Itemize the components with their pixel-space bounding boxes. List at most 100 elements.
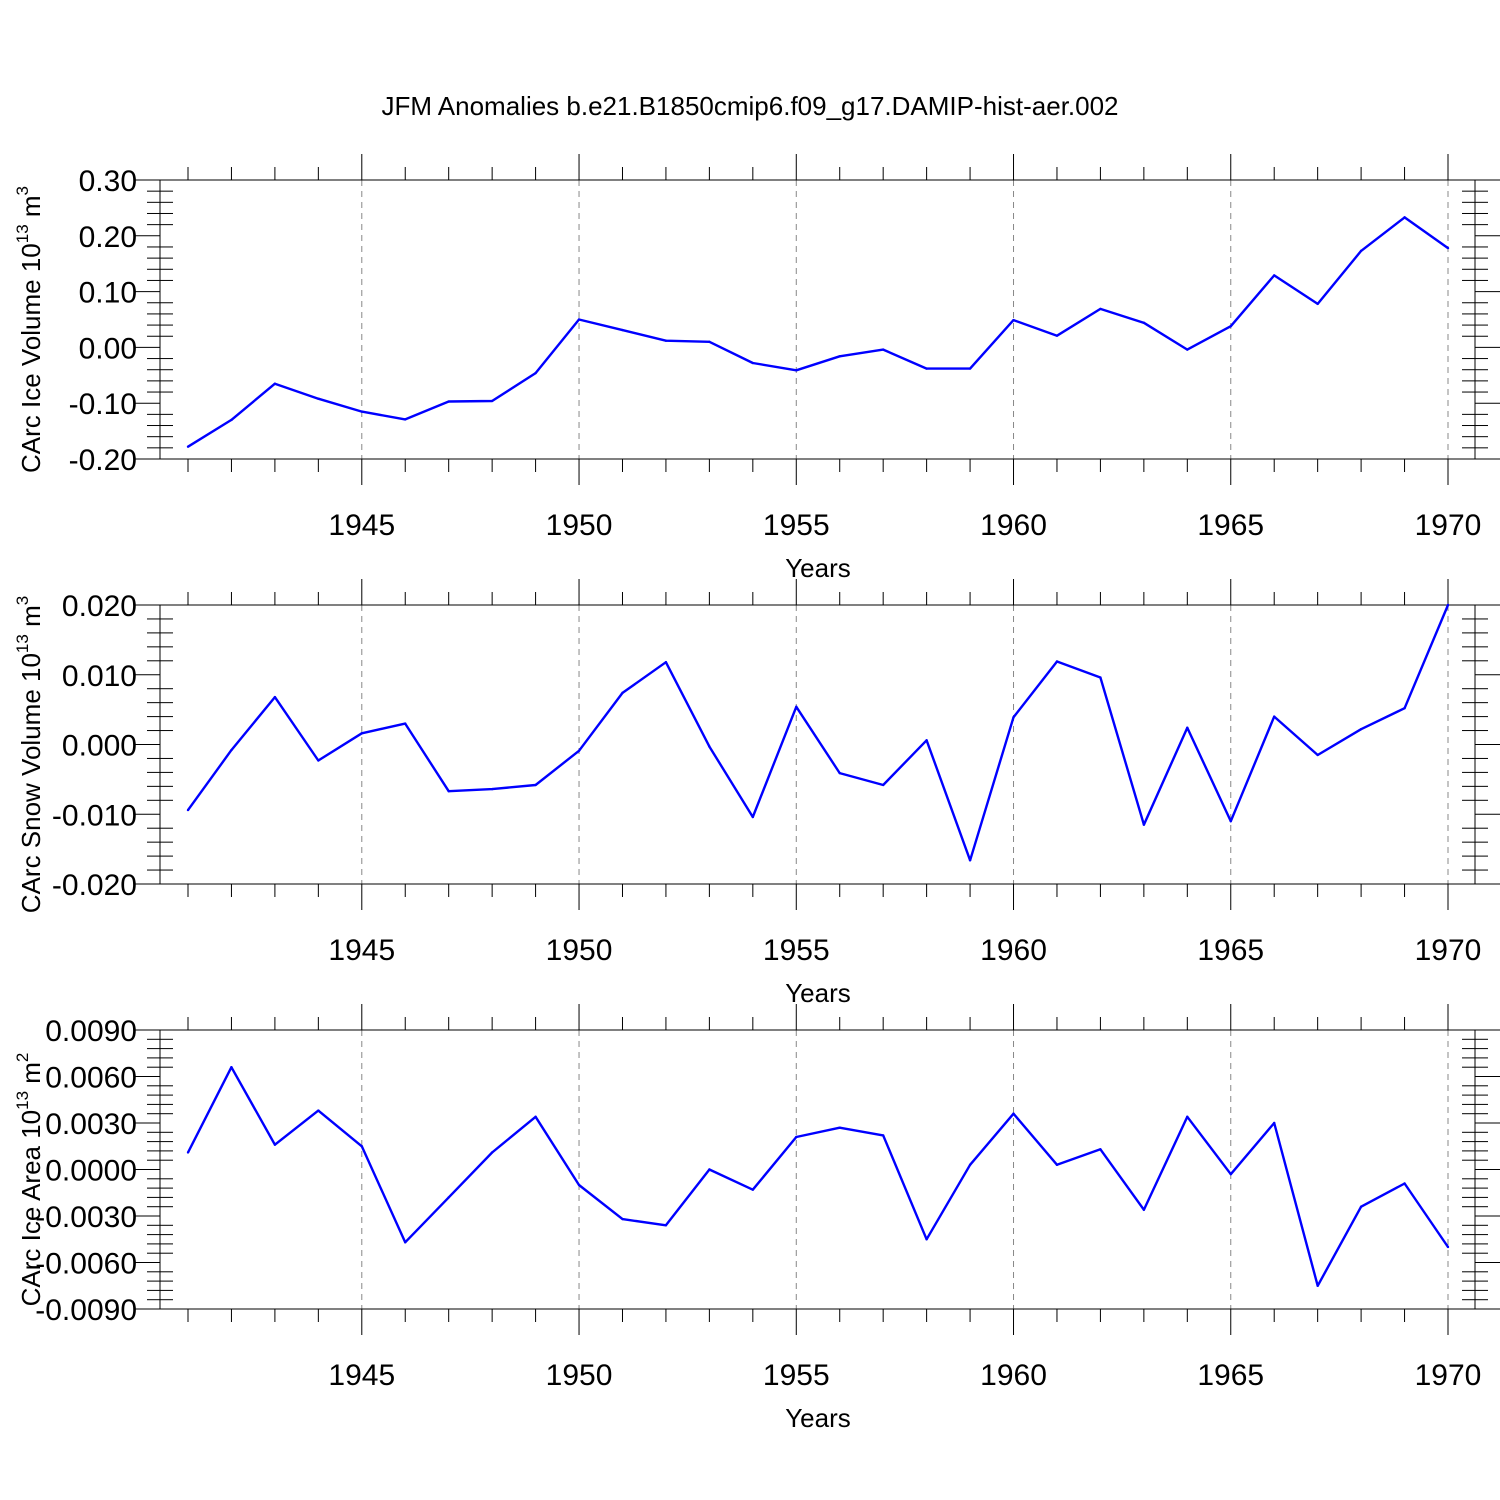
data-point-1952 xyxy=(664,1224,668,1227)
y-axis-label: CArc Ice Volume 1013 m3 xyxy=(13,186,46,473)
data-point-1962 xyxy=(1099,676,1102,679)
data-point-1964 xyxy=(1186,348,1189,351)
panel-2: -0.020 -0.010 0.000 0.010 0.020 1945 1950 1955 1… xyxy=(13,579,1500,1008)
x-tick-label: 1955 xyxy=(763,509,830,542)
data-point-1948 xyxy=(490,399,494,403)
data-point-1941 xyxy=(186,808,190,812)
data-point-1955 xyxy=(795,1135,798,1139)
data-point-1960 xyxy=(1012,716,1015,719)
data-point-1944 xyxy=(317,1109,320,1112)
x-tick-label: 1970 xyxy=(1415,934,1482,967)
x-tick-label: 1970 xyxy=(1415,509,1482,542)
y-tick-label: -0.0090 xyxy=(35,1294,137,1327)
x-tick-label: 1950 xyxy=(546,509,613,542)
data-point-1943 xyxy=(273,382,277,385)
data-point-1968 xyxy=(1359,249,1363,253)
data-point-1957 xyxy=(881,1134,885,1137)
series-line xyxy=(186,1065,1449,1288)
data-point-1957 xyxy=(881,348,885,351)
y-tick-label: -0.0030 xyxy=(35,1201,137,1234)
y-axis-label: CArc Ice Area 1013 m2 xyxy=(13,1053,46,1307)
data-point-1949 xyxy=(534,371,537,375)
y-tick-label: 0.000 xyxy=(62,730,137,763)
data-point-1961 xyxy=(1055,1163,1059,1167)
data-point-1969 xyxy=(1403,216,1406,219)
data-point-1966 xyxy=(1273,715,1276,718)
y-tick-label: -0.0060 xyxy=(35,1248,137,1281)
data-point-1948 xyxy=(490,787,494,791)
data-point-1942 xyxy=(230,1066,233,1069)
x-axis-label: Years xyxy=(785,978,851,1008)
x-tick-label: 1960 xyxy=(980,509,1047,542)
x-tick-label: 1965 xyxy=(1197,934,1264,967)
data-point-1945 xyxy=(360,1145,363,1148)
x-tick-label: 1945 xyxy=(328,934,395,967)
x-tick-label: 1950 xyxy=(546,1359,613,1392)
data-point-1956 xyxy=(838,355,841,358)
data-point-1954 xyxy=(751,1188,755,1191)
x-tick-label: 1965 xyxy=(1197,509,1264,542)
x-tick-label: 1950 xyxy=(546,934,613,967)
data-point-1953 xyxy=(708,1168,711,1171)
data-point-1951 xyxy=(621,328,624,332)
data-point-1967 xyxy=(1316,1284,1319,1287)
data-point-1950 xyxy=(577,1183,581,1187)
plot-frame xyxy=(159,1029,1476,1310)
data-point-1954 xyxy=(751,815,755,819)
data-point-1949 xyxy=(534,783,537,787)
y-tick-label: 0.0000 xyxy=(45,1155,137,1188)
data-point-1946 xyxy=(404,1241,407,1244)
data-point-1946 xyxy=(404,722,407,725)
data-point-1965 xyxy=(1229,324,1232,328)
x-tick-label: 1955 xyxy=(763,1359,830,1392)
data-point-1962 xyxy=(1099,1148,1102,1151)
y-tick-label: 0.00 xyxy=(79,332,137,365)
data-point-1960 xyxy=(1012,1112,1015,1115)
figure-title: JFM Anomalies b.e21.B1850cmip6.f09_g17.D… xyxy=(381,91,1118,121)
data-point-1963 xyxy=(1142,823,1146,826)
panel-1: -0.20 -0.10 0.00 0.10 0.20 0.30 1945 1950 1955 19… xyxy=(13,154,1500,583)
data-point-1960 xyxy=(1012,318,1015,322)
data-point-1956 xyxy=(838,771,841,775)
y-tick-label: 0.010 xyxy=(62,660,137,693)
panel-3: -0.0090 -0.0060 -0.0030 0.0000 0.0030 0.0060 0… xyxy=(13,1004,1500,1433)
data-point-1953 xyxy=(708,745,711,748)
data-point-1966 xyxy=(1273,274,1276,277)
data-point-1967 xyxy=(1316,302,1319,306)
data-point-1963 xyxy=(1142,321,1146,325)
y-tick-label: -0.10 xyxy=(69,388,137,421)
data-point-1949 xyxy=(534,1115,537,1119)
data-point-1966 xyxy=(1273,1121,1276,1125)
y-tick-label: -0.20 xyxy=(69,444,137,477)
x-tick-label: 1945 xyxy=(328,509,395,542)
y-tick-label: -0.010 xyxy=(52,799,137,832)
x-tick-label: 1960 xyxy=(980,934,1047,967)
data-point-1947 xyxy=(447,790,450,793)
data-point-1958 xyxy=(925,367,928,370)
data-point-1947 xyxy=(447,1196,450,1199)
data-point-1945 xyxy=(360,410,363,413)
data-point-1946 xyxy=(404,418,407,421)
y-tick-label: 0.0090 xyxy=(45,1015,137,1048)
x-tick-label: 1970 xyxy=(1415,1359,1482,1392)
data-point-1964 xyxy=(1186,726,1189,729)
data-point-1959 xyxy=(968,1163,972,1167)
data-point-1941 xyxy=(186,1151,190,1154)
data-point-1955 xyxy=(795,705,798,709)
data-point-1958 xyxy=(925,1238,928,1241)
x-tick-label: 1955 xyxy=(763,934,830,967)
data-point-1943 xyxy=(273,695,277,699)
data-point-1962 xyxy=(1099,307,1102,311)
data-point-1964 xyxy=(1186,1115,1189,1119)
data-point-1968 xyxy=(1359,1205,1363,1208)
data-point-1944 xyxy=(317,397,320,400)
y-tick-label: -0.020 xyxy=(52,869,137,902)
series-line xyxy=(187,604,1450,862)
y-tick-label: 0.020 xyxy=(62,590,137,623)
data-point-1951 xyxy=(621,1217,624,1221)
x-axis-label: Years xyxy=(785,1403,851,1433)
data-point-1953 xyxy=(708,340,711,344)
data-point-1942 xyxy=(230,748,233,752)
data-point-1950 xyxy=(577,749,581,752)
data-point-1952 xyxy=(664,660,668,664)
